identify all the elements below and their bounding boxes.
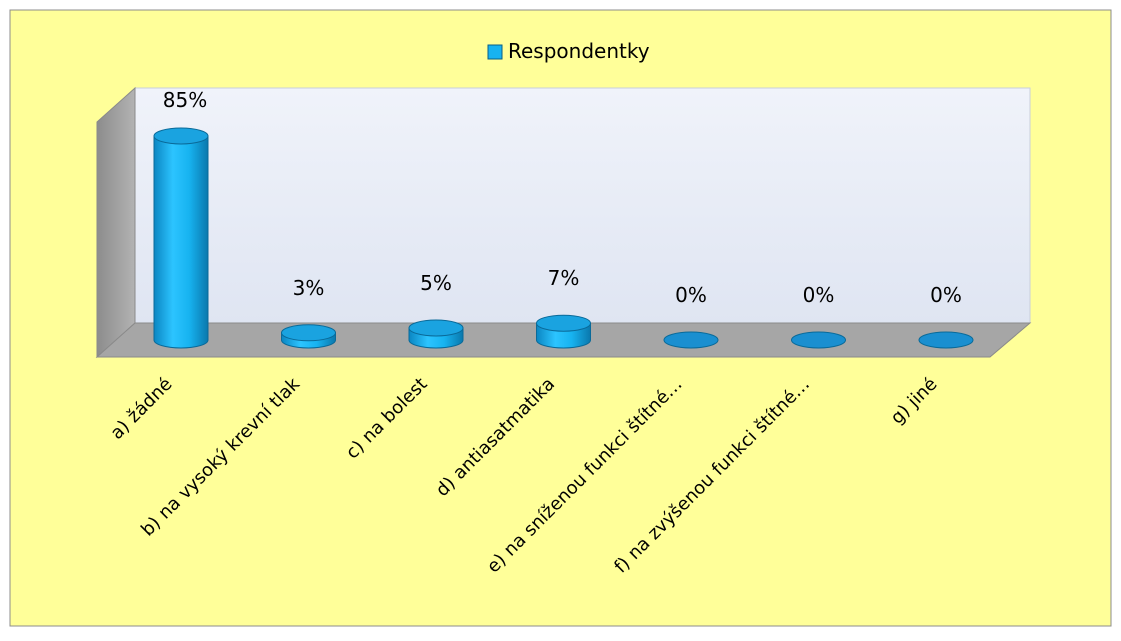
bar-body bbox=[153, 135, 209, 349]
bar[interactable] bbox=[918, 331, 974, 349]
legend-swatch bbox=[487, 44, 503, 60]
value-label: 3% bbox=[293, 276, 325, 300]
bar-top bbox=[281, 324, 336, 342]
value-labels-layer: 85% 3% 5% 7% 0% 0% 0% bbox=[163, 88, 962, 307]
legend-label: Respondentky bbox=[508, 39, 650, 63]
bar-top bbox=[918, 331, 974, 349]
bar[interactable] bbox=[791, 331, 846, 349]
bar-top bbox=[663, 331, 719, 349]
plot-back-wall bbox=[134, 87, 1031, 324]
bar[interactable] bbox=[663, 331, 719, 349]
value-label: 5% bbox=[420, 271, 452, 295]
plot-side-wall bbox=[96, 86, 136, 359]
bar-top bbox=[791, 331, 846, 349]
value-label: 0% bbox=[803, 283, 835, 307]
value-label: 85% bbox=[163, 88, 207, 112]
bars-layer bbox=[153, 127, 974, 349]
bar-top bbox=[408, 319, 464, 337]
value-label: 0% bbox=[930, 283, 962, 307]
bar[interactable] bbox=[281, 324, 336, 349]
bar-top bbox=[536, 314, 591, 332]
bar[interactable] bbox=[153, 127, 209, 349]
value-label: 7% bbox=[548, 266, 580, 290]
value-label: 0% bbox=[675, 283, 707, 307]
bar-top bbox=[153, 127, 209, 145]
bar[interactable] bbox=[408, 319, 464, 349]
legend[interactable]: Respondentky bbox=[487, 39, 650, 63]
bar[interactable] bbox=[536, 314, 591, 349]
